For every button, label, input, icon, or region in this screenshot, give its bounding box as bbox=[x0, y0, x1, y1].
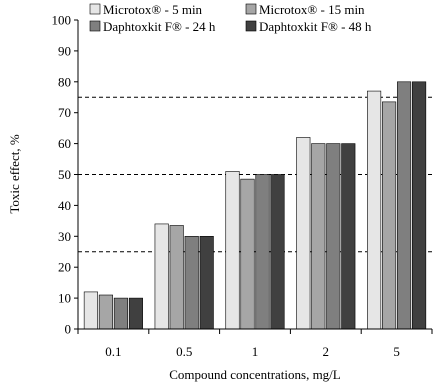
y-axis-title: Toxic effect, % bbox=[7, 134, 22, 214]
bar bbox=[296, 137, 311, 330]
x-tick-label: 1 bbox=[252, 344, 259, 359]
x-tick-label: 5 bbox=[393, 344, 400, 359]
bar bbox=[397, 81, 412, 330]
y-tick-label: 0 bbox=[65, 322, 72, 337]
bar bbox=[199, 236, 214, 330]
legend-label: Microtox® - 5 min bbox=[103, 2, 203, 17]
bars bbox=[83, 81, 427, 330]
bar bbox=[169, 225, 184, 330]
y-tick-label: 80 bbox=[58, 74, 71, 89]
x-ticks: 0.1 0.5 1 2 5 bbox=[77, 329, 433, 359]
bar bbox=[154, 223, 169, 330]
legend-label: Microtox® - 15 min bbox=[259, 2, 365, 17]
y-tick-label: 40 bbox=[58, 198, 71, 213]
legend-swatch bbox=[245, 20, 257, 32]
y-tick-label: 90 bbox=[58, 43, 71, 58]
legend-label: Daphtoxkit F® - 48 h bbox=[259, 19, 372, 34]
y-ticks: 0 10 20 30 40 50 60 70 80 90 100 bbox=[52, 13, 78, 337]
y-tick-label: 10 bbox=[58, 291, 71, 306]
legend-swatch bbox=[245, 3, 257, 15]
legend: Microtox® - 5 min Microtox® - 15 min Dapht… bbox=[89, 2, 372, 34]
bar bbox=[341, 143, 356, 330]
bar bbox=[225, 171, 240, 330]
y-tick-label: 60 bbox=[58, 136, 71, 151]
x-axis-title: Compound concentrations, mg/L bbox=[169, 367, 341, 382]
bar bbox=[311, 143, 326, 330]
legend-swatch bbox=[89, 3, 101, 15]
bar bbox=[412, 81, 427, 330]
bar bbox=[270, 174, 285, 330]
x-tick-label: 0.5 bbox=[176, 344, 192, 359]
y-tick-label: 30 bbox=[58, 229, 71, 244]
y-tick-label: 70 bbox=[58, 105, 71, 120]
bar bbox=[382, 101, 397, 330]
legend-swatch bbox=[89, 20, 101, 32]
bar bbox=[240, 178, 255, 330]
bar bbox=[184, 236, 199, 330]
bar bbox=[255, 174, 270, 330]
y-tick-label: 50 bbox=[58, 167, 71, 182]
bar bbox=[367, 90, 382, 330]
bar bbox=[98, 294, 113, 330]
bar bbox=[128, 297, 143, 330]
y-tick-label: 100 bbox=[52, 13, 72, 28]
y-tick-label: 20 bbox=[58, 260, 71, 275]
legend-label: Daphtoxkit F® - 24 h bbox=[103, 19, 216, 34]
x-tick-label: 0.1 bbox=[105, 344, 121, 359]
x-tick-label: 2 bbox=[323, 344, 330, 359]
bar bbox=[326, 143, 341, 330]
bar bbox=[113, 297, 128, 330]
bar bbox=[83, 291, 98, 330]
